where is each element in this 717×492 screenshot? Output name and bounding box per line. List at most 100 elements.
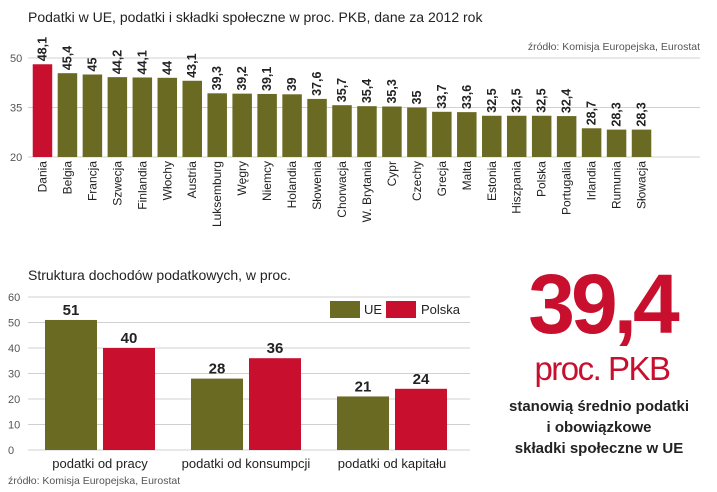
chart1-value-label: 33,7 xyxy=(435,84,449,108)
chart1-category-label: Dania xyxy=(35,161,49,193)
chart1-bar xyxy=(506,115,527,157)
chart2-y-tick-label: 60 xyxy=(8,292,20,304)
chart1-value-label: 35,3 xyxy=(385,79,399,103)
tax-structure-chart: Struktura dochodów podatkowych, w proc. … xyxy=(8,267,470,487)
chart2-category-label: podatki od pracy xyxy=(52,456,148,471)
chart1-value-label: 35,4 xyxy=(360,79,374,103)
chart1-bar xyxy=(107,77,128,157)
chart1-value-label: 28,7 xyxy=(585,101,599,125)
chart1-value-label: 39,3 xyxy=(210,66,224,90)
chart2-y-tick-label: 0 xyxy=(8,445,14,457)
chart1-value-label: 28,3 xyxy=(610,102,624,126)
chart1-y-tick-label: 20 xyxy=(10,152,22,164)
chart2-bar xyxy=(45,319,97,450)
chart1-bar xyxy=(282,94,302,157)
chart1-bars xyxy=(32,64,652,157)
chart1-category-label: Holandia xyxy=(285,161,299,209)
chart1-title: Podatki w UE, podatki i składki społeczn… xyxy=(28,9,483,25)
legend-polska-label: Polska xyxy=(421,302,461,317)
legend-polska-swatch xyxy=(386,301,416,318)
highlight-desc-line-3: składki społeczne w UE xyxy=(514,440,684,457)
chart1-value-label: 39,2 xyxy=(235,66,249,90)
legend-ue-label: UE xyxy=(364,302,382,317)
chart2-value-labels: 51 40 28 36 21 24 xyxy=(63,302,430,396)
chart1-value-label: 44,1 xyxy=(135,50,149,74)
chart1-bar xyxy=(432,111,452,157)
chart1-bar xyxy=(57,73,78,157)
chart1-source: źródło: Komisja Europejska, Eurostat xyxy=(528,41,700,53)
chart1-category-label: Finlandia xyxy=(135,161,149,210)
chart1-bar xyxy=(82,74,103,157)
chart2-bars xyxy=(45,319,447,450)
chart1-category-label: Irlandia xyxy=(585,161,599,201)
chart1-category-labels: Dania Belgia Francja Szwecja Finlandia Włochy… xyxy=(35,161,648,227)
chart1-value-label: 37,6 xyxy=(310,72,324,96)
chart1-bar xyxy=(357,106,377,157)
chart1-bar xyxy=(556,116,577,157)
chart1-category-label: Polska xyxy=(535,161,549,197)
chart1-category-label: Szwecja xyxy=(110,161,124,206)
chart2-bar xyxy=(337,396,389,450)
chart2-y-tick-label: 40 xyxy=(8,343,20,355)
chart1-category-label: Czechy xyxy=(410,161,424,201)
chart1-value-label: 35 xyxy=(410,91,424,105)
chart1-category-label: Belgia xyxy=(60,161,74,195)
highlight-unit: proc. PKB xyxy=(534,350,671,387)
chart2-y-axis: 0 10 20 30 40 50 60 xyxy=(8,292,20,457)
chart1-value-label: 44 xyxy=(160,61,174,75)
chart2-y-tick-label: 50 xyxy=(8,318,20,330)
chart2-category-labels: podatki od pracy podatki od konsumpcji pod… xyxy=(52,456,446,471)
chart1-value-label: 39 xyxy=(285,77,299,91)
chart1-category-label: W. Brytania xyxy=(360,161,374,223)
chart1-category-label: Luksemburg xyxy=(210,161,224,227)
chart2-legend: UE Polska xyxy=(330,301,461,318)
chart1-category-label: Słowenia xyxy=(310,161,324,210)
chart1-category-label: Słowacja xyxy=(635,161,649,209)
highlight-desc-line-2: i obowiązkowe xyxy=(546,419,652,436)
chart1-bar xyxy=(307,98,327,157)
chart1-bar xyxy=(132,77,153,157)
legend-ue-swatch xyxy=(330,301,360,318)
chart2-category-label: podatki od kapitału xyxy=(338,456,446,471)
chart1-value-label: 32,5 xyxy=(510,88,524,112)
chart1-category-label: Portugalia xyxy=(560,161,574,215)
chart2-title: Struktura dochodów podatkowych, w proc. xyxy=(28,267,291,283)
chart2-bar xyxy=(191,378,243,450)
chart1-bar xyxy=(32,64,53,157)
chart2-y-tick-label: 20 xyxy=(8,394,20,406)
chart2-value-label: 21 xyxy=(355,378,372,395)
highlight-description: stanowią średnio podatki i obowiązkowe s… xyxy=(488,396,710,459)
chart1-value-label: 32,4 xyxy=(560,89,574,113)
chart1-bar xyxy=(207,93,227,157)
highlight-desc-line-1: stanowią średnio podatki xyxy=(508,398,690,415)
chart1-category-label: Chorwacja xyxy=(335,161,349,218)
chart1-category-label: Niemcy xyxy=(260,161,274,201)
chart1-bar xyxy=(257,93,277,157)
chart1-bar xyxy=(606,129,627,157)
chart1-bar xyxy=(407,107,427,157)
highlight-value: 39,4 xyxy=(528,257,680,351)
chart1-category-label: Rumunia xyxy=(610,161,624,209)
chart1-value-label: 43,1 xyxy=(185,53,199,77)
chart1-category-label: Włochy xyxy=(160,161,174,200)
chart1-category-label: Węgry xyxy=(235,161,249,196)
chart2-bar xyxy=(249,358,301,450)
chart1-value-label: 39,1 xyxy=(260,67,274,91)
chart1-value-labels: 48,1 45,4 45 44,2 44,1 44 43,1 39,3 39,2 39,1 39 37… xyxy=(35,37,648,127)
chart1-bar xyxy=(157,77,178,157)
chart1-category-label: Cypr xyxy=(385,161,399,186)
chart1-bar xyxy=(531,115,552,157)
chart1-category-label: Grecja xyxy=(435,161,449,197)
chart1-value-label: 32,5 xyxy=(535,88,549,112)
chart2-y-tick-label: 10 xyxy=(8,420,20,432)
chart2-bar xyxy=(103,348,155,450)
chart1-value-label: 33,6 xyxy=(460,85,474,109)
chart1-value-label: 32,5 xyxy=(485,88,499,112)
chart1-category-label: Hiszpania xyxy=(510,161,524,214)
chart1-bar xyxy=(457,112,477,157)
chart2-y-tick-label: 30 xyxy=(8,369,20,381)
chart1-bar xyxy=(332,105,352,157)
chart2-value-label: 36 xyxy=(267,340,284,357)
chart2-value-label: 40 xyxy=(121,330,138,347)
